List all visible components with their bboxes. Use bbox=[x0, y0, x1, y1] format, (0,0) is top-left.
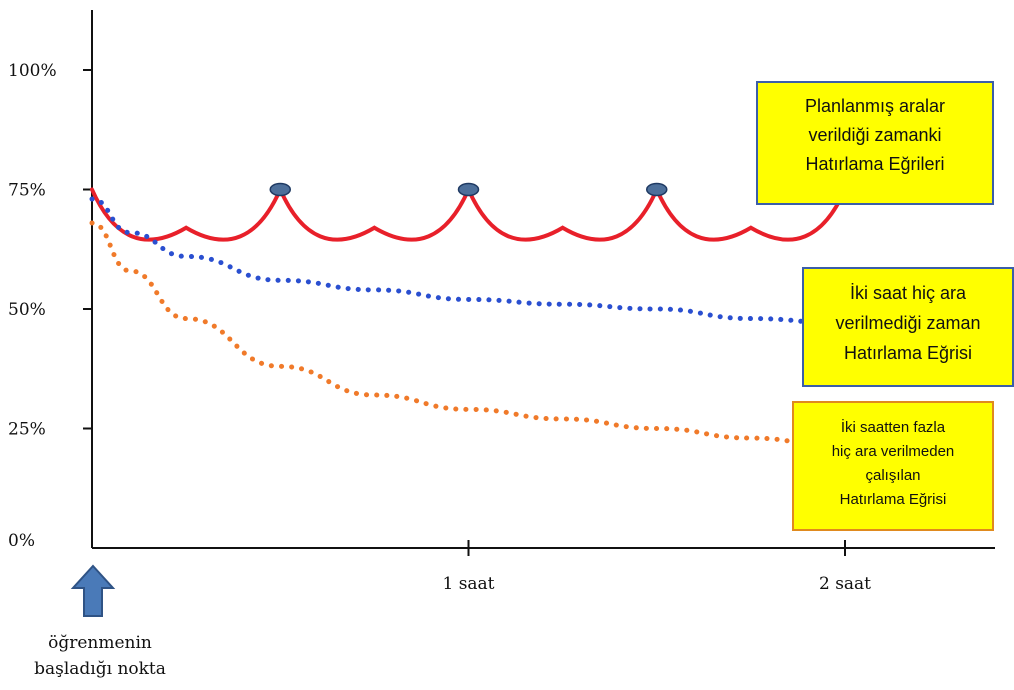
annotation-text: Hatırlama Eğrisi bbox=[844, 343, 972, 363]
annotation-two-hours: İki saat hiç ara verilmediği zaman Hatırla… bbox=[802, 267, 1014, 387]
series-line bbox=[90, 184, 847, 242]
annotation-text: hiç ara verilmeden bbox=[832, 443, 955, 460]
series-0 bbox=[90, 182, 856, 242]
annotation-layer: Planlanmış aralar verildiği zamanki Hatırl… bbox=[34, 81, 1014, 679]
start-marker-label: başladığı nokta bbox=[34, 659, 166, 679]
annotation-text: verilmediği zaman bbox=[835, 313, 980, 333]
series-line bbox=[89, 196, 848, 326]
y-tick-label: 0% bbox=[8, 531, 35, 551]
x-tick-label: 2 saat bbox=[819, 574, 871, 594]
annotation-text: Planlanmış aralar bbox=[805, 96, 945, 116]
start-marker: öğrenmenin başladığı nokta bbox=[34, 564, 166, 679]
annotation-text: çalışılan bbox=[865, 467, 920, 484]
annotation-text: Hatırlama Eğrileri bbox=[805, 154, 944, 174]
series-2 bbox=[89, 220, 848, 451]
annotation-over-two-hours: İki saatten fazla hiç ara verilmeden çalış… bbox=[792, 401, 994, 531]
break-marker bbox=[457, 182, 480, 197]
annotation-text: verildiği zamanki bbox=[808, 125, 941, 145]
annotation-text: İki saatten fazla bbox=[841, 418, 946, 436]
break-marker bbox=[269, 182, 291, 197]
break-marker bbox=[646, 182, 668, 197]
y-tick-label: 50% bbox=[8, 300, 46, 320]
annotation-text: İki saat hiç ara bbox=[850, 283, 967, 303]
axes: 0% 25% 50% 75% 100% 1 saat 2 saat bbox=[8, 10, 995, 594]
annotation-box bbox=[792, 401, 994, 531]
x-tick-label: 1 saat bbox=[442, 574, 494, 594]
y-tick-label: 75% bbox=[8, 181, 46, 201]
annotation-text: Hatırlama Eğrisi bbox=[840, 491, 947, 508]
annotation-box bbox=[756, 81, 994, 205]
y-tick-label: 25% bbox=[8, 420, 46, 440]
start-arrow-icon bbox=[70, 564, 116, 617]
annotation-box bbox=[802, 267, 1014, 387]
start-marker-label: öğrenmenin bbox=[48, 633, 152, 653]
y-tick-label: 100% bbox=[8, 61, 57, 81]
series-layer bbox=[89, 182, 856, 451]
series-line bbox=[89, 220, 848, 451]
annotation-planned: Planlanmış aralar verildiği zamanki Hatırl… bbox=[756, 81, 994, 205]
series-1 bbox=[89, 196, 848, 326]
